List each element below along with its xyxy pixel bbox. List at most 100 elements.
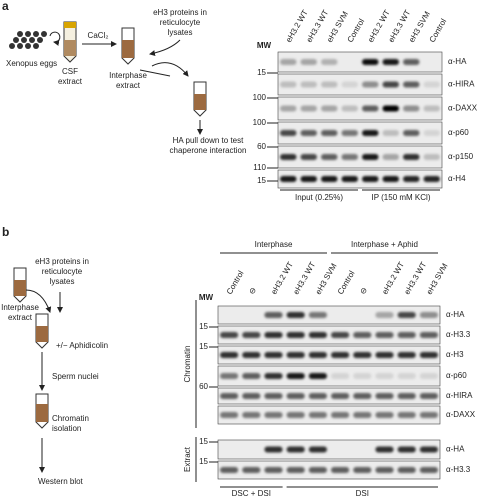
band	[331, 467, 350, 473]
blot-panel	[277, 51, 443, 73]
mw-marker: 15	[199, 437, 208, 446]
band	[308, 393, 327, 399]
band	[382, 59, 399, 65]
band	[403, 176, 420, 182]
band	[419, 332, 438, 338]
label: extract	[58, 77, 83, 86]
blot-panel	[217, 387, 441, 405]
band	[362, 59, 379, 65]
band	[423, 105, 440, 112]
lane-label: ⊖	[247, 286, 258, 296]
band	[331, 412, 350, 418]
antibody-label: α-DAXX	[446, 410, 476, 419]
band	[419, 352, 438, 358]
band	[220, 467, 239, 473]
band	[242, 412, 261, 418]
label: Interphase	[109, 71, 147, 80]
group-label: DSC + DSI	[232, 489, 271, 498]
band	[382, 154, 399, 160]
schematic-a	[9, 21, 207, 135]
section-label: Extract	[183, 446, 192, 472]
band	[300, 81, 317, 88]
label: Interphase	[1, 303, 39, 312]
band	[286, 393, 305, 399]
band	[375, 312, 394, 318]
antibody-label: α-DAXX	[448, 104, 478, 113]
band	[403, 154, 420, 160]
mw-marker: 60	[257, 142, 266, 151]
band	[321, 105, 338, 112]
band	[362, 81, 379, 88]
band	[264, 393, 283, 399]
label: Sperm nuclei	[52, 372, 99, 381]
label: chaperone interaction	[170, 146, 247, 155]
band	[331, 373, 350, 379]
blot-panel	[217, 305, 441, 325]
band	[419, 467, 438, 473]
label: MW	[199, 293, 214, 302]
band	[286, 373, 305, 379]
band	[264, 467, 283, 473]
mw-marker: 60	[199, 382, 208, 391]
band	[242, 352, 261, 358]
label: Western blot	[38, 477, 84, 486]
label: +/− Aphidicolin	[56, 341, 108, 350]
group-label: Input (0.25%)	[295, 193, 343, 202]
lane-label: ⊖	[358, 286, 369, 296]
band	[419, 312, 438, 318]
group-label: DSI	[356, 489, 369, 498]
band	[423, 154, 440, 160]
band	[382, 105, 399, 112]
band	[308, 412, 327, 418]
band	[353, 352, 372, 358]
band	[423, 130, 440, 136]
label: extract	[8, 313, 33, 322]
band	[220, 352, 239, 358]
lane-label: eH3 SVM	[425, 262, 450, 296]
blot-panel	[217, 345, 441, 365]
label: eH3 proteins in	[153, 8, 207, 17]
antibody-label: α-HA	[448, 57, 467, 66]
label: CaCl₂	[88, 31, 109, 40]
antibody-label: α-HIRA	[446, 391, 473, 400]
band	[362, 176, 379, 182]
band	[375, 352, 394, 358]
group-label: IP (150 mM KCl)	[372, 193, 431, 202]
condition-label: Interphase + Aphid	[351, 240, 418, 249]
band	[242, 373, 261, 379]
band	[220, 332, 239, 338]
label: CSF	[62, 67, 78, 76]
band	[220, 412, 239, 418]
band	[382, 81, 399, 88]
label: lysates	[50, 277, 75, 286]
band	[220, 373, 239, 379]
band	[397, 312, 416, 318]
band	[403, 81, 420, 88]
band	[341, 81, 358, 88]
band	[308, 312, 327, 318]
mw-marker: 100	[253, 93, 267, 102]
band	[419, 373, 438, 379]
band	[242, 467, 261, 473]
label: Xenopus eggs	[6, 59, 57, 68]
condition-label: Interphase	[255, 240, 293, 249]
label: HA pull down to test	[173, 136, 244, 145]
mw-marker: 15	[199, 342, 208, 351]
mw-marker: 100	[253, 118, 267, 127]
lane-label: Control	[428, 17, 449, 44]
antibody-label: α-p150	[448, 152, 474, 161]
band	[308, 332, 327, 338]
band	[280, 81, 297, 88]
schematic-b	[13, 267, 63, 473]
band	[242, 393, 261, 399]
antibody-label: α-p60	[448, 128, 469, 137]
lane-label: Control	[346, 17, 367, 44]
band	[375, 467, 394, 473]
band	[353, 373, 372, 379]
band	[300, 59, 317, 65]
band	[362, 154, 379, 160]
blot-panel	[217, 365, 441, 387]
label: lysates	[168, 28, 193, 37]
band	[321, 59, 338, 65]
band	[242, 332, 261, 338]
